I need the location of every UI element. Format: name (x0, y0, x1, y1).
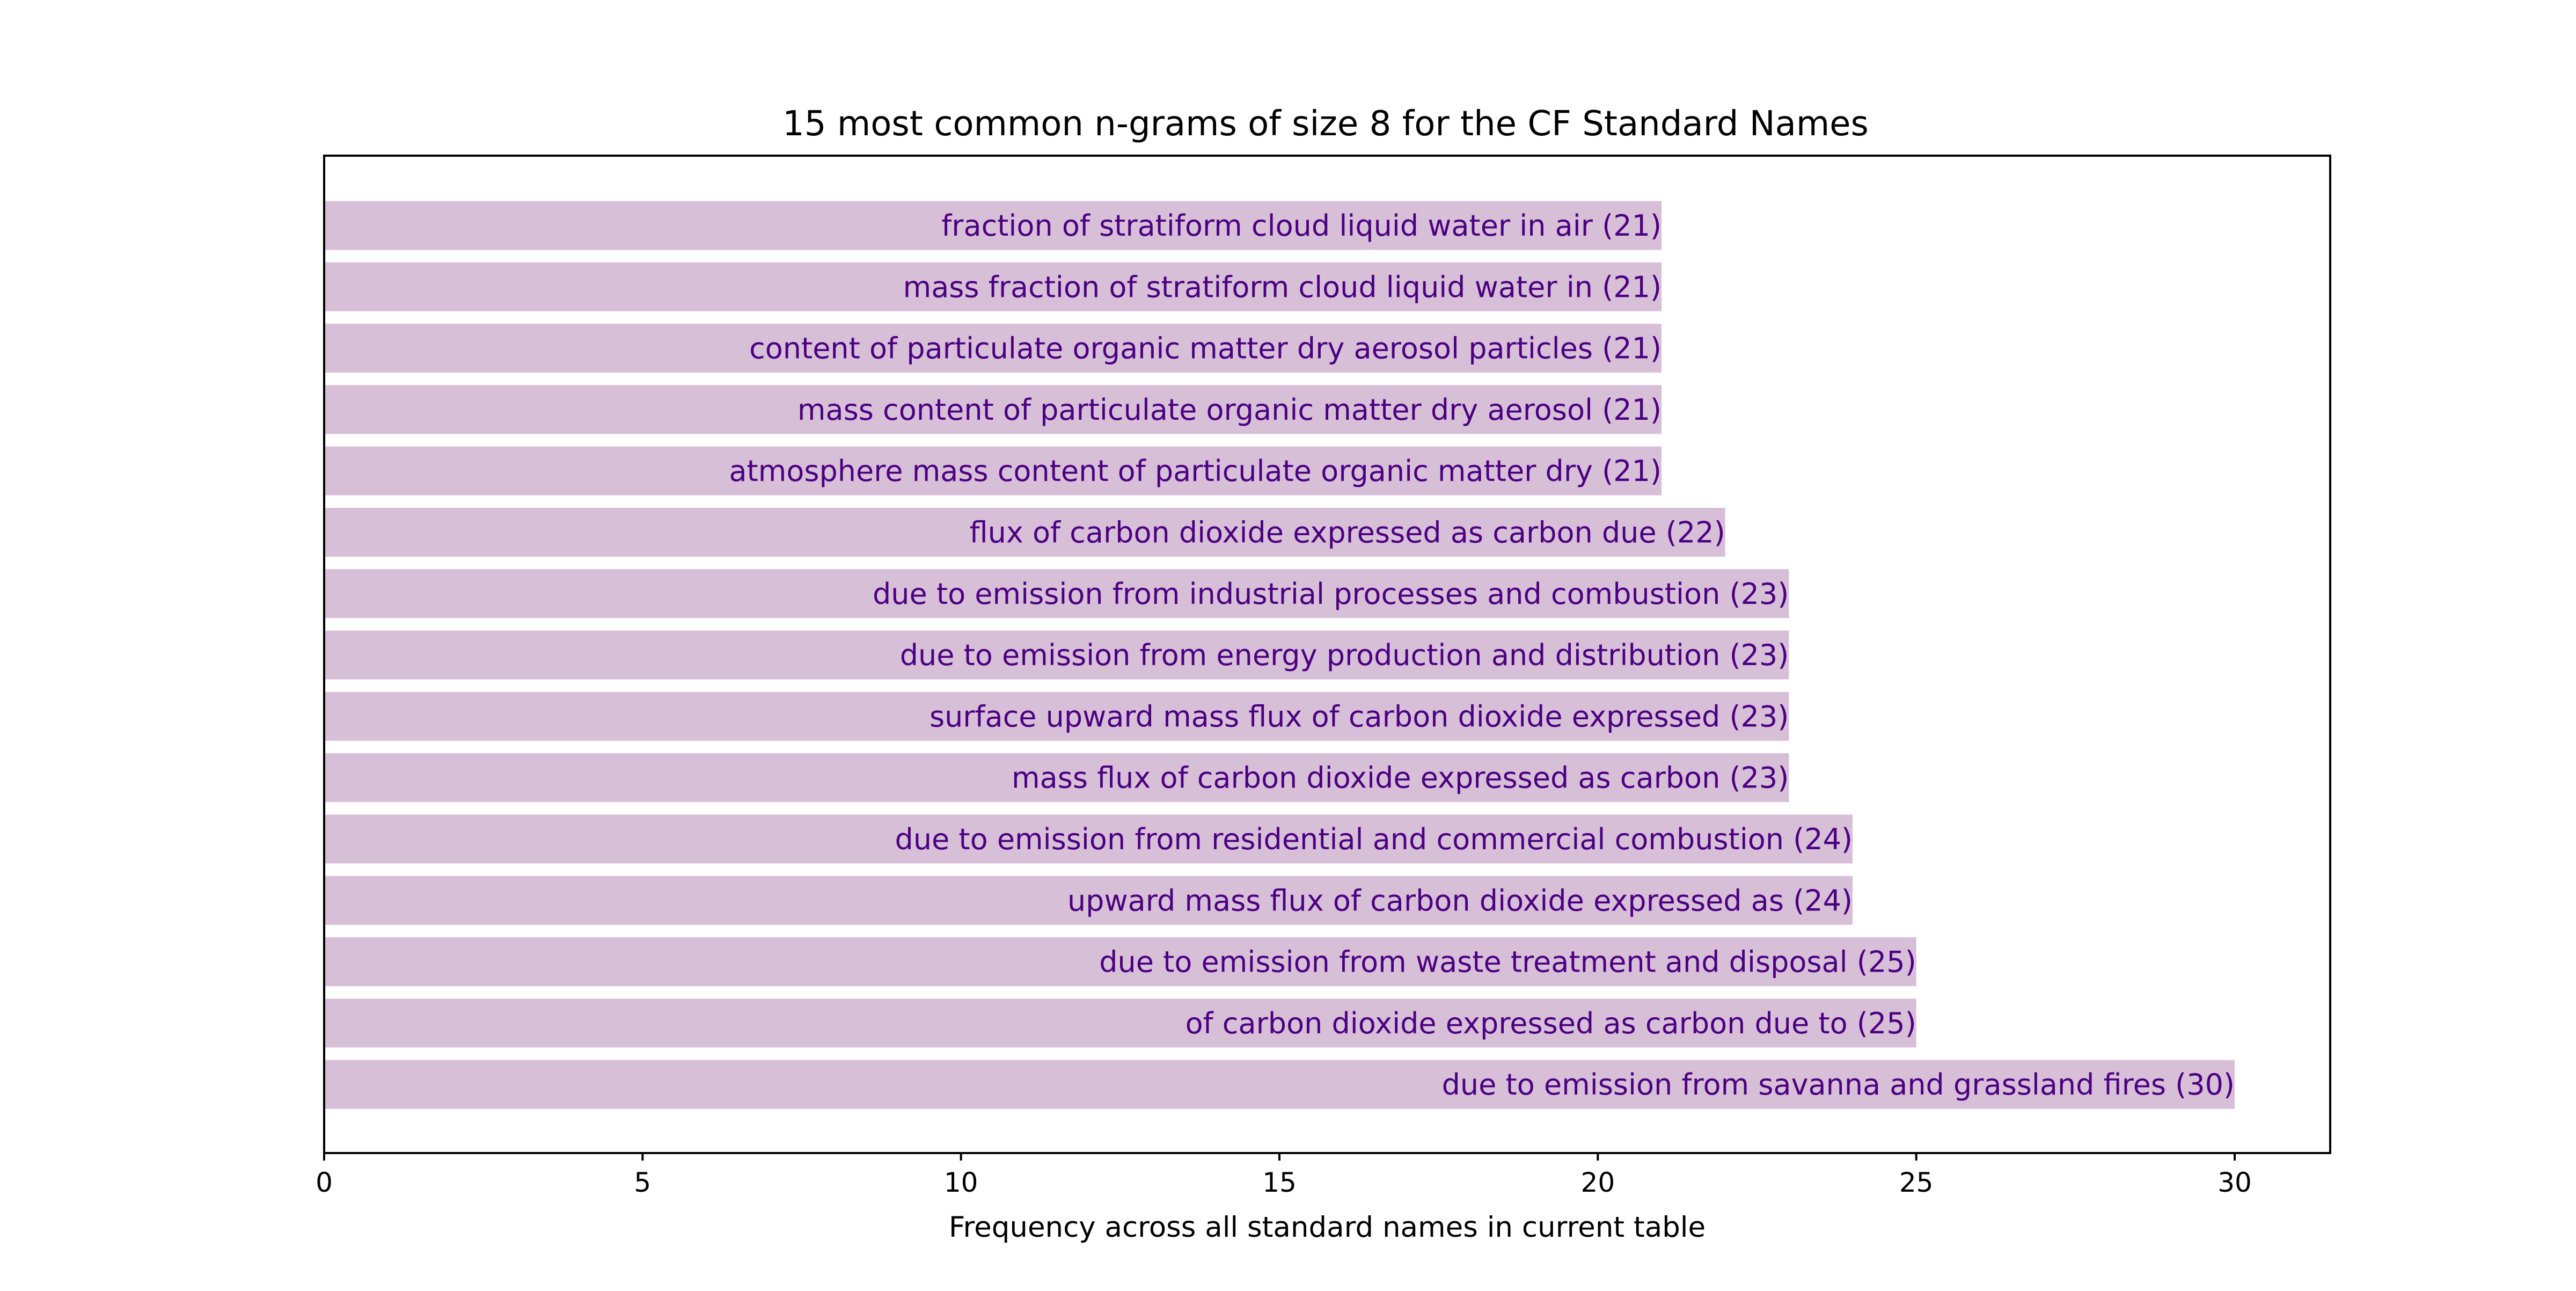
bar-label: mass content of particulate organic matt… (797, 393, 1662, 427)
x-tick-label: 25 (1899, 1167, 1934, 1198)
bar-label: fraction of stratiform cloud liquid wate… (941, 209, 1662, 243)
chart-title: 15 most common n-grams of size 8 for the… (782, 104, 1869, 144)
bar (324, 262, 1662, 311)
bar (324, 446, 1662, 495)
x-axis-ticks: 0 5 10 15 20 25 30 (316, 1153, 2252, 1198)
bar (324, 324, 1662, 373)
bar-label: due to emission from waste treatment and… (1099, 945, 1916, 979)
bar-label: of carbon dioxide expressed as carbon du… (1185, 1006, 1916, 1040)
bar (324, 569, 1789, 618)
bar-label: atmosphere mass content of particulate o… (729, 454, 1662, 488)
bar (324, 385, 1662, 434)
bar-label: flux of carbon dioxide expressed as carb… (970, 516, 1725, 550)
bar-label: due to emission from industrial processe… (873, 577, 1789, 611)
bar-label: due to emission from residential and com… (895, 822, 1853, 856)
bar-label: content of particulate organic matter dr… (749, 332, 1662, 366)
bar-label: due to emission from savanna and grassla… (1442, 1068, 2235, 1102)
bars-layer: fraction of stratiform cloud liquid wate… (324, 201, 2235, 1109)
x-tick-label: 5 (634, 1167, 651, 1198)
bar-label: surface upward mass flux of carbon dioxi… (930, 699, 1789, 733)
x-tick-label: 10 (944, 1167, 978, 1198)
bar (324, 508, 1725, 557)
bar (324, 1060, 2235, 1109)
bar (324, 201, 1662, 250)
bar (324, 691, 1789, 741)
bar-label: mass fraction of stratiform cloud liquid… (903, 270, 1662, 304)
bar-label: due to emission from energy production a… (900, 638, 1789, 672)
bar-label: upward mass flux of carbon dioxide expre… (1067, 884, 1853, 917)
x-tick-label: 30 (2218, 1167, 2252, 1198)
bar (324, 998, 1916, 1048)
bar-label: mass flux of carbon dioxide expressed as… (1012, 761, 1789, 795)
bar (324, 630, 1789, 680)
x-tick-label: 15 (1262, 1167, 1297, 1198)
x-axis-title: Frequency across all standard names in c… (949, 1211, 1706, 1244)
bar (324, 876, 1853, 925)
x-tick-label: 20 (1581, 1167, 1615, 1198)
bar (324, 814, 1853, 864)
bar (324, 937, 1916, 987)
plot-frame (323, 155, 2331, 1154)
x-tick-label: 0 (316, 1167, 333, 1198)
bar (324, 753, 1789, 803)
